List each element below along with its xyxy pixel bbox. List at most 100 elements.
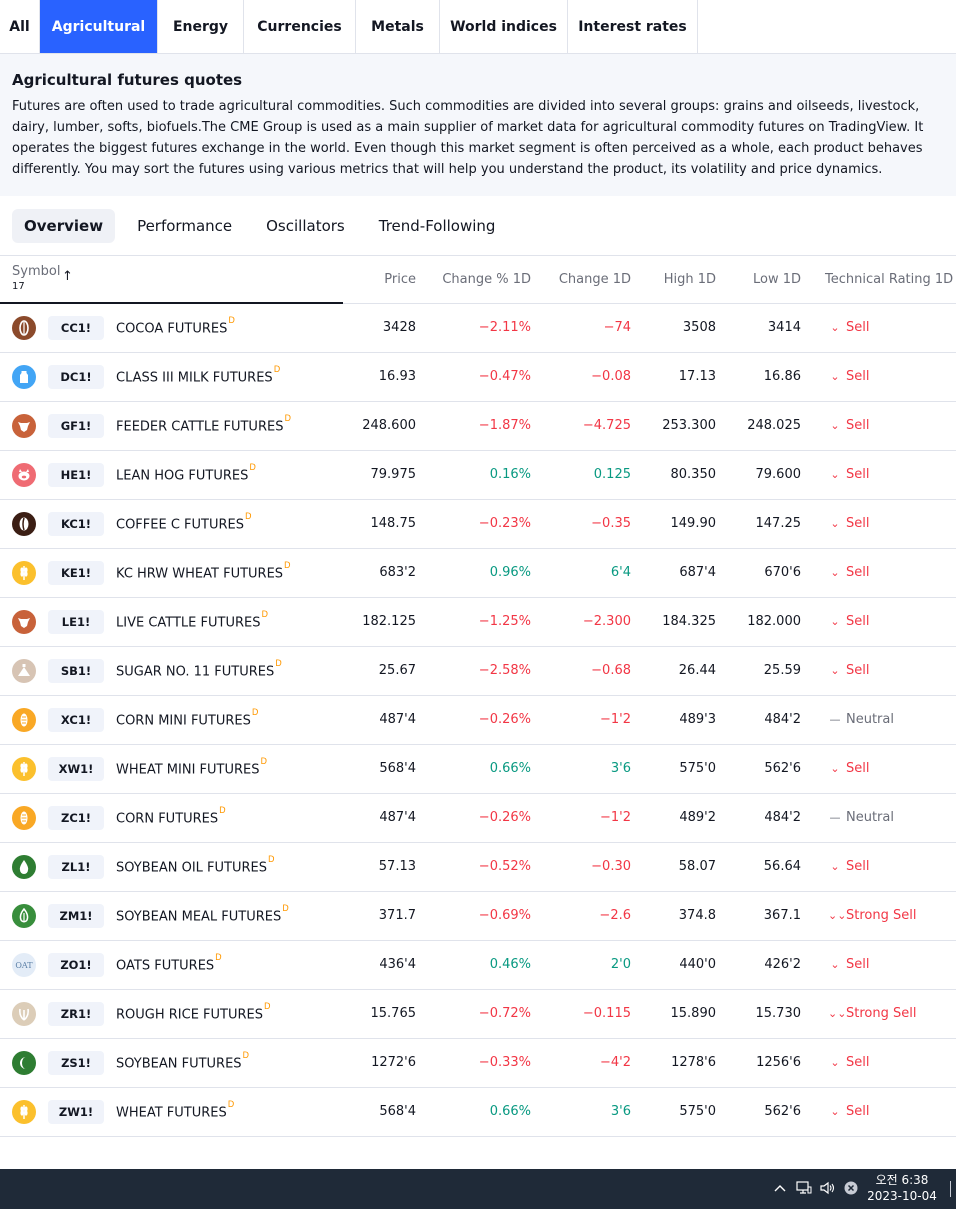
tab-energy[interactable]: Energy: [158, 0, 244, 53]
ticker-badge[interactable]: KE1!: [48, 561, 104, 585]
symbol-name: ROUGH RICE FUTURES: [116, 1007, 263, 1023]
taskbar-clock[interactable]: 오전 6:38 2023-10-04: [862, 1172, 942, 1204]
high-cell: 184.325: [662, 614, 716, 629]
tab-metals[interactable]: Metals: [356, 0, 440, 53]
column-header-high[interactable]: High 1D: [663, 272, 716, 287]
delayed-data-badge: D: [261, 610, 269, 620]
symbol-name-link[interactable]: LIVE CATTLE FUTURESD: [116, 610, 268, 630]
table-row[interactable]: ZS1! SOYBEAN FUTURESD 1272'6 −0.33% −4'2 1278…: [0, 1039, 956, 1088]
symbol-name: CORN MINI FUTURES: [116, 713, 251, 729]
low-cell: 3414: [767, 320, 801, 335]
symbol-name-link[interactable]: SOYBEAN OIL FUTURESD: [116, 855, 275, 876]
low-cell: 56.64: [763, 859, 801, 874]
view-tab-trend-following[interactable]: Trend-Following: [378, 216, 496, 235]
symbol-name-link[interactable]: WHEAT FUTURESD: [116, 1100, 234, 1120]
symbol-name-link[interactable]: COFFEE C FUTURESD: [116, 512, 252, 532]
symbol-name: OATS FUTURES: [116, 958, 215, 974]
ticker-badge[interactable]: SB1!: [48, 659, 104, 683]
high-cell: 58.07: [678, 859, 716, 874]
table-row[interactable]: HE1! LEAN HOG FUTURESD 79.975 0.16% 0.125 80.…: [0, 451, 956, 500]
symbol-name-link[interactable]: SUGAR NO. 11 FUTURESD: [116, 659, 282, 679]
network-icon[interactable]: [796, 1181, 812, 1200]
table-row[interactable]: ZL1! SOYBEAN OIL FUTURESD 57.13 −0.52% −0.30…: [0, 843, 956, 892]
ticker-badge[interactable]: KC1!: [48, 512, 104, 536]
symbol-name-link[interactable]: CLASS III MILK FUTURESD: [116, 365, 280, 385]
column-header-low[interactable]: Low 1D: [752, 272, 801, 287]
view-tabs: Overview Performance Oscillators Trend-Foll…: [0, 196, 956, 256]
ticker-badge[interactable]: ZS1!: [48, 1051, 104, 1075]
speaker-icon[interactable]: [820, 1181, 836, 1200]
table-row[interactable]: OAT ZO1! OATS FUTURESD 436'4 0.46% 2'0 440'0 42…: [0, 941, 956, 990]
symbol-name-link[interactable]: OATS FUTURESD: [116, 953, 222, 974]
column-header-change[interactable]: Change 1D: [558, 272, 631, 287]
view-tab-oscillators[interactable]: Oscillators: [266, 216, 345, 235]
table-row[interactable]: SB1! SUGAR NO. 11 FUTURESD 25.67 −2.58% −0.6…: [0, 647, 956, 696]
delayed-data-badge: D: [215, 953, 222, 963]
table-row[interactable]: XC1! CORN MINI FUTURESD 487'4 −0.26% −1'2 489…: [0, 696, 956, 745]
rating-label: Sell: [846, 565, 870, 580]
ticker-badge[interactable]: GF1!: [48, 414, 104, 438]
table-row[interactable]: KC1! COFFEE C FUTURESD 148.75 −0.23% −0.35 14…: [0, 500, 956, 549]
change-cell: −2.6: [599, 908, 631, 923]
tab-agricultural[interactable]: Agricultural: [40, 0, 158, 53]
view-tab-overview[interactable]: Overview: [12, 208, 116, 243]
symbol-name-link[interactable]: COCOA FUTURESD: [116, 316, 235, 336]
table-row[interactable]: ZC1! CORN FUTURESD 487'4 −0.26% −1'2 489'2 484…: [0, 794, 956, 843]
change-cell: −4.725: [582, 418, 631, 433]
symbol-name: SOYBEAN OIL FUTURES: [116, 860, 267, 876]
oats-icon: OAT: [12, 953, 36, 977]
tab-world-indices[interactable]: World indices: [440, 0, 568, 53]
ticker-badge[interactable]: ZO1!: [48, 953, 104, 977]
view-tab-performance[interactable]: Performance: [137, 216, 233, 235]
table-row[interactable]: CC1! COCOA FUTURESD 3428 −2.11% −74 3508 3414 ⌄…: [0, 304, 956, 353]
table-row[interactable]: ZR1! ROUGH RICE FUTURESD 15.765 −0.72% −0.11…: [0, 990, 956, 1039]
close-circle-icon[interactable]: [844, 1181, 858, 1200]
ticker-badge[interactable]: LE1!: [48, 610, 104, 634]
ticker-badge[interactable]: XW1!: [48, 757, 104, 781]
symbol-name-link[interactable]: WHEAT MINI FUTURESD: [116, 757, 267, 777]
symbol-count: 17: [12, 281, 25, 292]
ticker-badge[interactable]: XC1!: [48, 708, 104, 732]
column-header-technical-rating[interactable]: Technical Rating 1D: [825, 272, 954, 287]
ticker-badge[interactable]: ZC1!: [48, 806, 104, 830]
symbol-name-link[interactable]: FEEDER CATTLE FUTURESD: [116, 414, 291, 434]
symbol-name-link[interactable]: CORN MINI FUTURESD: [116, 708, 258, 729]
delayed-data-badge: D: [264, 1002, 271, 1012]
symbol-name-link[interactable]: SOYBEAN FUTURESD: [116, 1051, 249, 1071]
delayed-data-badge: D: [282, 904, 289, 914]
ticker-badge[interactable]: CC1!: [48, 316, 104, 340]
table-row[interactable]: ZM1! SOYBEAN MEAL FUTURESD 371.7 −0.69% −2.6…: [0, 892, 956, 941]
price-cell: 57.13: [378, 859, 416, 874]
sort-ascending-icon[interactable]: ↑: [62, 269, 73, 284]
ticker-badge[interactable]: DC1!: [48, 365, 104, 389]
column-header-change-percent[interactable]: Change % 1D: [442, 272, 531, 287]
ticker-badge[interactable]: ZW1!: [48, 1100, 104, 1124]
table-row[interactable]: KE1! KC HRW WHEAT FUTURESD 683'2 0.96% 6'4 68…: [0, 549, 956, 598]
tab-interest-rates[interactable]: Interest rates: [568, 0, 698, 53]
table-row[interactable]: XW1! WHEAT MINI FUTURESD 568'4 0.66% 3'6 575'…: [0, 745, 956, 794]
tab-currencies[interactable]: Currencies: [244, 0, 356, 53]
column-header-price[interactable]: Price: [384, 272, 416, 287]
ticker-badge[interactable]: HE1!: [48, 463, 104, 487]
table-row[interactable]: GF1! FEEDER CATTLE FUTURESD 248.600 −1.87% −…: [0, 402, 956, 451]
ticker-badge[interactable]: ZM1!: [48, 904, 104, 928]
corn-icon: [12, 708, 36, 732]
symbol-name-link[interactable]: LEAN HOG FUTURESD: [116, 463, 256, 483]
low-cell: 426'2: [764, 957, 801, 972]
chevron-up-icon[interactable]: [774, 1181, 786, 1200]
price-cell: 436'4: [379, 957, 416, 972]
table-row[interactable]: ZW1! WHEAT FUTURESD 568'4 0.66% 3'6 575'0 562'…: [0, 1088, 956, 1137]
column-header-symbol[interactable]: Symbol 17: [12, 264, 60, 294]
table-row[interactable]: DC1! CLASS III MILK FUTURESD 16.93 −0.47% −0…: [0, 353, 956, 402]
symbol-name-link[interactable]: KC HRW WHEAT FUTURESD: [116, 561, 291, 581]
symbol-name-link[interactable]: CORN FUTURESD: [116, 806, 226, 826]
show-desktop-button[interactable]: [950, 1181, 956, 1197]
symbol-name-link[interactable]: SOYBEAN MEAL FUTURESD: [116, 904, 289, 924]
ticker-badge[interactable]: ZL1!: [48, 855, 104, 879]
technical-rating-cell: ⌄ Sell: [828, 467, 869, 482]
table-row[interactable]: LE1! LIVE CATTLE FUTURESD 182.125 −1.25% −2.…: [0, 598, 956, 647]
page-description: Futures are often used to trade agricult…: [12, 99, 924, 177]
symbol-name-link[interactable]: ROUGH RICE FUTURESD: [116, 1002, 271, 1023]
tab-all[interactable]: All: [0, 0, 40, 53]
ticker-badge[interactable]: ZR1!: [48, 1002, 104, 1026]
